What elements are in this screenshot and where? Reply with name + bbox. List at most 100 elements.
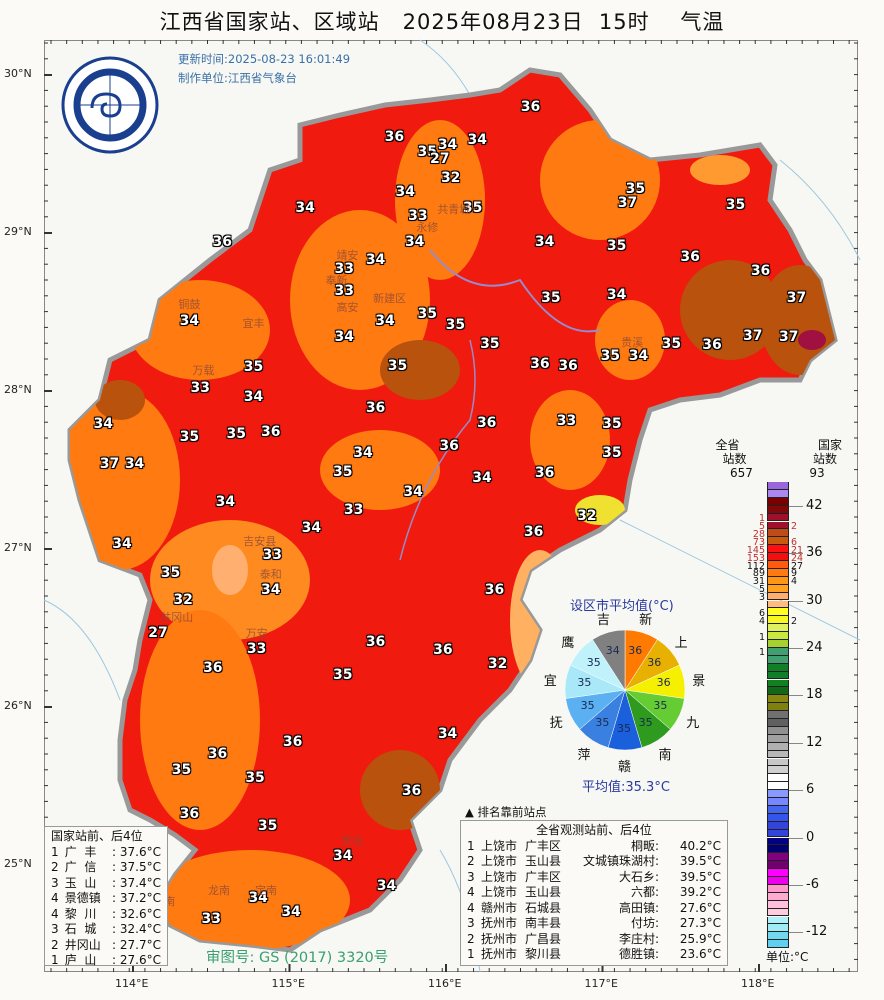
place-name: 万安 (245, 626, 268, 640)
city: 抚州市 (481, 931, 518, 946)
province-bin-count: 1 (758, 631, 765, 643)
station-temperature: 34 (404, 234, 425, 251)
national-bin-count: 9 (791, 568, 798, 580)
station-temperature: 35 (387, 357, 408, 374)
pie-slice-value: 35 (586, 655, 601, 669)
separator: : (112, 906, 120, 921)
pie-title: 设区市平均值(°C) (570, 599, 674, 614)
colorbar-segment (767, 924, 789, 933)
station-temperature: 35 (257, 817, 278, 834)
colorbar-segment (767, 782, 789, 791)
station: 高田镇: (618, 900, 659, 915)
colorbar-segment (767, 600, 789, 609)
table-row: 2 上饶市 玉山县 文城镇珠湖村: 39.5°C (467, 854, 721, 870)
station: 六都: (630, 885, 659, 899)
header-line: 站数 (813, 452, 838, 466)
station-temperature: 33 (334, 261, 355, 278)
rank: 1 (467, 947, 475, 961)
pie-city-label: 南 (658, 748, 672, 764)
table-row: 1 庐 山: 27.6°C (51, 953, 161, 969)
station-temperature: 35 (541, 289, 561, 306)
colorbar-segment (767, 861, 789, 870)
place-name: 定南 (255, 884, 278, 898)
province-bin-count: 73 (752, 536, 765, 548)
station-temperature: 36 (476, 414, 497, 431)
pie-city-label: 九 (686, 716, 700, 732)
province-bin-count: 3 (758, 592, 765, 604)
separator: : (112, 844, 120, 859)
lon-label: 117°E (584, 977, 618, 990)
county: 广丰区 (525, 869, 562, 884)
lon-label: 114°E (115, 977, 149, 990)
station-temperature: 34 (124, 455, 145, 472)
station-temperature: 36 (530, 356, 550, 373)
station-temperature: 36 (401, 782, 422, 799)
temperature: 37.6°C (119, 844, 161, 859)
national-bin-count: 6 (791, 536, 798, 548)
colorbar-segment (767, 758, 789, 767)
temperature: 39.2°C (679, 885, 721, 899)
pie-city-label: 赣 (618, 760, 632, 775)
station-name: 石 城 (64, 922, 97, 936)
province-count-header: 全省 站数 657 (702, 438, 752, 480)
colorbar-unit: 单位:°C (766, 950, 809, 964)
station-temperature: 33 (262, 547, 283, 564)
table-row: 2 广 信: 37.5°C (51, 860, 161, 876)
province-bin-count: 5 (758, 584, 765, 596)
station: 李庄村: (618, 931, 659, 946)
province-bin-count: 28 (752, 528, 765, 540)
city: 上饶市 (481, 854, 518, 868)
colorbar-segment (767, 687, 789, 696)
station-temperature: 36 (484, 582, 505, 599)
colorbar-segment (767, 529, 789, 538)
rank: 3 (51, 875, 59, 890)
station-temperature: 35 (606, 237, 627, 254)
station-temperature: 35 (245, 770, 265, 787)
pie-city-label: 鹰 (561, 635, 575, 651)
station-temperature: 36 (282, 733, 303, 750)
colorbar-segment (767, 766, 789, 775)
temperature: 37.2°C (119, 891, 161, 905)
national-bin-count: 4 (791, 576, 798, 588)
station-temperature: 34 (93, 416, 113, 433)
colorbar-segment (767, 711, 789, 719)
station-temperature: 37 (742, 327, 763, 344)
colorbar-segment (767, 608, 789, 617)
county: 黎川县 (525, 947, 562, 961)
colorbar-segment (767, 750, 789, 759)
temperature: 27.7°C (119, 937, 161, 952)
colorbar-tick (789, 742, 803, 744)
station-temperature: 35 (417, 305, 437, 322)
station-temperature: 34 (365, 251, 386, 268)
pie-slice-value: 34 (605, 643, 620, 657)
station-temperature: 34 (628, 348, 649, 365)
province-bin-count: 1 (758, 513, 765, 525)
station-temperature: 35 (332, 463, 353, 480)
rank: 3 (467, 916, 475, 930)
city: 上饶市 (481, 838, 518, 853)
province-outline (67, 67, 838, 953)
province-bin-count: 153 (746, 552, 765, 564)
province-bin-count: 89 (752, 568, 765, 580)
station-temperature: 32 (577, 507, 597, 524)
station-temperature: 35 (480, 335, 500, 352)
station-name: 景德镇 (64, 891, 101, 905)
temperature: 27.3°C (679, 916, 721, 930)
station-temperature: 36 (212, 234, 232, 251)
temperature: 23.6°C (679, 947, 721, 961)
station-temperature: 36 (207, 746, 228, 763)
city: 抚州市 (481, 947, 518, 961)
colorbar-segment (767, 505, 789, 514)
header-line: 站数 (722, 452, 747, 466)
pie-slice-10 (592, 629, 626, 691)
separator: : (112, 937, 120, 952)
station-temperature: 36 (365, 634, 386, 651)
province-bin-count: 112 (746, 560, 765, 572)
station-temperature: 35 (602, 444, 622, 461)
station-temperature: 36 (523, 523, 544, 540)
national-bin-count: 2 (791, 615, 798, 627)
separator: : (112, 922, 120, 936)
station: 大石乡: (618, 869, 659, 884)
coordinate-ticks (44, 40, 858, 972)
colorbar-segment (767, 521, 789, 530)
